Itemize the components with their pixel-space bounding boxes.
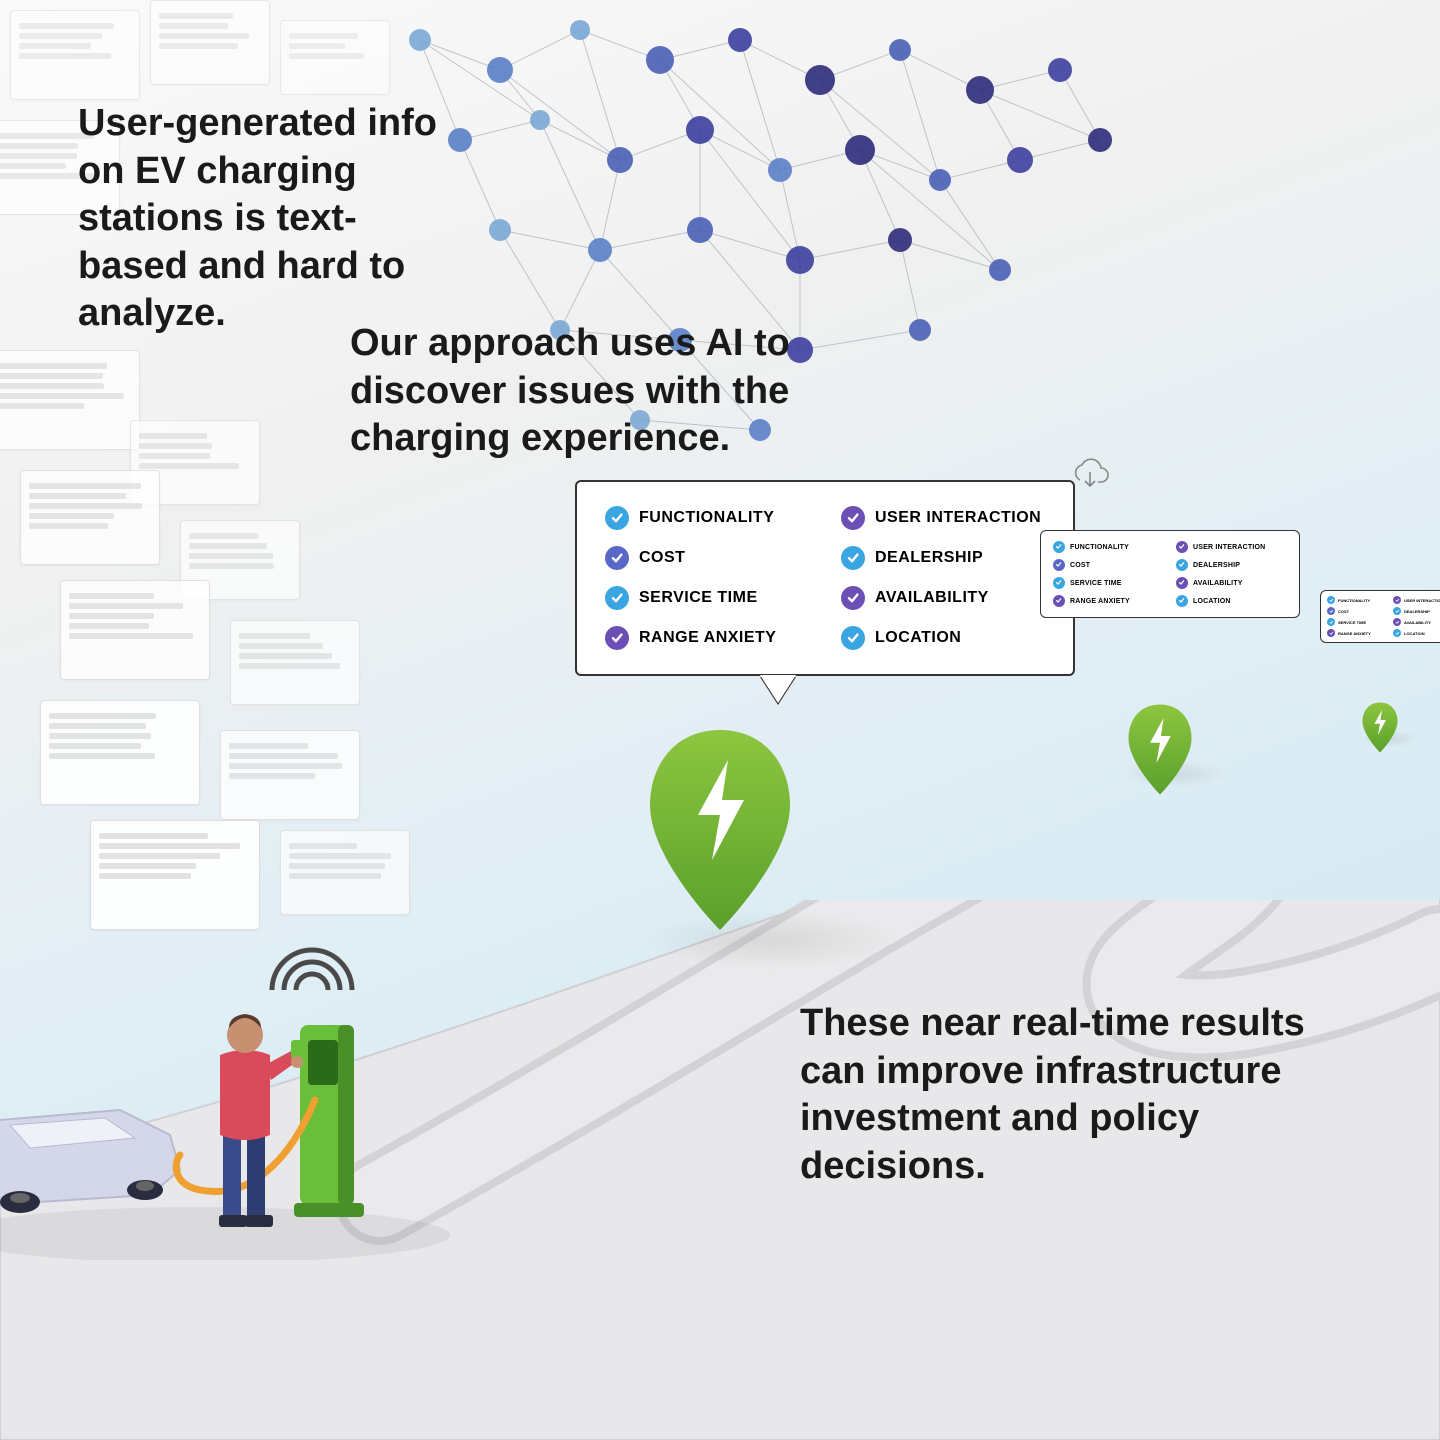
- check-icon: [1053, 595, 1065, 607]
- issue-item: FUNCTIONALITY: [605, 506, 809, 530]
- issue-item: USER INTERACTION: [841, 506, 1045, 530]
- issue-item: LOCATION: [1176, 595, 1287, 607]
- check-icon: [1176, 559, 1188, 571]
- issue-label: RANGE ANXIETY: [639, 629, 776, 647]
- issue-item: SERVICE TIME: [605, 586, 809, 610]
- issue-item: USER INTERACTION: [1176, 541, 1287, 553]
- check-icon: [605, 626, 629, 650]
- check-icon: [1327, 607, 1335, 615]
- issue-item: FUNCTIONALITY: [1327, 596, 1387, 604]
- issue-item: RANGE ANXIETY: [1053, 595, 1164, 607]
- issue-label: RANGE ANXIETY: [1338, 631, 1371, 636]
- issue-label: SERVICE TIME: [1070, 580, 1122, 587]
- check-icon: [841, 626, 865, 650]
- issue-item: AVAILABILITY: [1176, 577, 1287, 589]
- document-card: [0, 350, 140, 450]
- issue-label: USER INTERACTION: [1404, 598, 1440, 603]
- issue-label: COST: [639, 549, 685, 567]
- issue-label: SERVICE TIME: [639, 589, 758, 607]
- issue-label: DEALERSHIP: [1404, 609, 1430, 614]
- callout-pointer-large: [760, 675, 796, 703]
- location-pin-large: [640, 720, 800, 945]
- document-card: [20, 470, 160, 565]
- issue-label: DEALERSHIP: [1193, 562, 1240, 569]
- document-card: [10, 10, 140, 100]
- check-icon: [605, 546, 629, 570]
- issue-label: FUNCTIONALITY: [1070, 544, 1129, 551]
- issue-item: DEALERSHIP: [1176, 559, 1287, 571]
- check-icon: [1327, 629, 1335, 637]
- document-card: [60, 580, 210, 680]
- check-icon: [1393, 596, 1401, 604]
- issue-label: USER INTERACTION: [875, 509, 1041, 527]
- check-icon: [1393, 629, 1401, 637]
- issue-item: USER INTERACTION: [1393, 596, 1440, 604]
- issue-label: DEALERSHIP: [875, 549, 983, 567]
- issue-label: COST: [1070, 562, 1090, 569]
- location-pin-medium: [1124, 700, 1196, 804]
- issue-label: AVAILABILITY: [1193, 580, 1243, 587]
- issue-item: DEALERSHIP: [841, 546, 1045, 570]
- document-card: [40, 700, 200, 805]
- document-card: [220, 730, 360, 820]
- issue-label: FUNCTIONALITY: [1338, 598, 1370, 603]
- issue-label: LOCATION: [875, 629, 961, 647]
- check-icon: [605, 506, 629, 530]
- issue-item: AVAILABILITY: [1393, 618, 1440, 626]
- headline-approach: Our approach uses AI to discover issues …: [350, 320, 890, 463]
- issue-label: LOCATION: [1193, 598, 1231, 605]
- issue-item: COST: [1053, 559, 1164, 571]
- check-icon: [1176, 541, 1188, 553]
- check-icon: [841, 546, 865, 570]
- check-icon: [1176, 577, 1188, 589]
- person: [219, 1014, 303, 1227]
- check-icon: [1176, 595, 1188, 607]
- document-card: [230, 620, 360, 705]
- issue-item: SERVICE TIME: [1053, 577, 1164, 589]
- check-icon: [841, 506, 865, 530]
- location-pin-small: [1360, 700, 1400, 760]
- check-icon: [1053, 559, 1065, 571]
- check-icon: [1053, 541, 1065, 553]
- issue-label: LOCATION: [1404, 631, 1425, 636]
- issue-item: FUNCTIONALITY: [1053, 541, 1164, 553]
- issue-item: COST: [1327, 607, 1387, 615]
- check-icon: [1053, 577, 1065, 589]
- issues-callout-medium: FUNCTIONALITY USER INTERACTION COST DEALERS…: [1040, 530, 1300, 618]
- check-icon: [1393, 607, 1401, 615]
- headline-outcome: These near real-time results can improve…: [800, 1000, 1340, 1190]
- issue-label: AVAILABILITY: [1404, 620, 1431, 625]
- issue-item: DEALERSHIP: [1393, 607, 1440, 615]
- issue-label: COST: [1338, 609, 1349, 614]
- charging-scene: [0, 900, 480, 1260]
- issue-label: FUNCTIONALITY: [639, 509, 774, 527]
- issue-label: USER INTERACTION: [1193, 544, 1265, 551]
- issue-item: SERVICE TIME: [1327, 618, 1387, 626]
- issues-callout-small: FUNCTIONALITY USER INTERACTION COST DEALERS…: [1320, 590, 1440, 643]
- issues-callout-large: FUNCTIONALITY USER INTERACTION COST DEALERS…: [575, 480, 1075, 676]
- check-icon: [1393, 618, 1401, 626]
- issue-item: AVAILABILITY: [841, 586, 1045, 610]
- issue-label: AVAILABILITY: [875, 589, 989, 607]
- check-icon: [605, 586, 629, 610]
- issue-item: RANGE ANXIETY: [1327, 629, 1387, 637]
- issue-label: RANGE ANXIETY: [1070, 598, 1130, 605]
- issue-label: SERVICE TIME: [1338, 620, 1366, 625]
- issue-item: RANGE ANXIETY: [605, 626, 809, 650]
- document-card: [150, 0, 270, 85]
- ev-car: [0, 1110, 180, 1213]
- issue-item: COST: [605, 546, 809, 570]
- headline-problem: User-generated info on EV charging stati…: [78, 100, 438, 338]
- issue-item: LOCATION: [841, 626, 1045, 650]
- wifi-icon: [272, 950, 352, 990]
- check-icon: [841, 586, 865, 610]
- issue-item: LOCATION: [1393, 629, 1440, 637]
- check-icon: [1327, 618, 1335, 626]
- check-icon: [1327, 596, 1335, 604]
